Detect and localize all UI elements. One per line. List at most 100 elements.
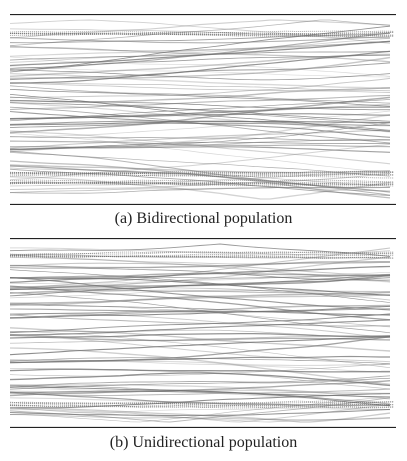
pedestrian-trajectory xyxy=(10,329,391,337)
pedestrian-trajectory xyxy=(10,368,391,373)
pedestrian-trajectory xyxy=(10,37,391,63)
pedestrian-trajectory xyxy=(10,110,391,138)
wall-band-trajectory xyxy=(10,254,395,259)
pedestrian-trajectory xyxy=(10,336,391,363)
pedestrian-trajectory xyxy=(10,54,391,69)
pedestrian-trajectory xyxy=(10,168,391,196)
pedestrian-trajectory xyxy=(10,314,391,327)
pedestrian-trajectory xyxy=(10,77,391,99)
pedestrian-trajectory xyxy=(10,305,391,319)
pedestrian-trajectory xyxy=(10,414,391,421)
pedestrian-trajectory xyxy=(10,294,391,307)
pedestrian-trajectory xyxy=(10,277,391,294)
pedestrian-trajectory xyxy=(10,120,391,126)
wall-band-trajectory xyxy=(10,404,395,409)
pedestrian-trajectory xyxy=(10,347,391,385)
pedestrian-trajectory xyxy=(10,256,391,265)
pedestrian-trajectory xyxy=(10,407,391,423)
pedestrian-trajectory xyxy=(10,261,390,269)
pedestrian-trajectory xyxy=(10,277,391,311)
pedestrian-trajectory xyxy=(10,386,391,407)
pedestrian-trajectory xyxy=(10,272,391,279)
pedestrian-trajectory xyxy=(10,62,391,81)
pedestrian-trajectory xyxy=(10,106,391,120)
trajectory-plot-bidirectional xyxy=(10,14,396,205)
pedestrian-trajectory xyxy=(10,274,391,291)
wall-band-trajectory xyxy=(10,253,395,258)
pedestrian-trajectory xyxy=(10,292,391,334)
pedestrian-trajectory xyxy=(10,308,391,316)
pedestrian-trajectory xyxy=(10,106,391,144)
pedestrian-trajectory xyxy=(10,408,391,416)
pedestrian-trajectory xyxy=(10,253,390,259)
pedestrian-trajectory xyxy=(10,50,391,84)
pedestrian-trajectory xyxy=(10,94,391,132)
wall-band-trajectory xyxy=(10,405,395,409)
pedestrian-trajectory xyxy=(10,267,391,281)
wall-band-trajectory xyxy=(10,181,395,186)
pedestrian-trajectory xyxy=(10,396,391,423)
pedestrian-trajectory xyxy=(10,363,391,377)
pedestrian-trajectory xyxy=(10,285,391,321)
pedestrian-trajectory xyxy=(10,388,391,397)
pedestrian-trajectory xyxy=(10,393,391,409)
pedestrian-trajectory xyxy=(10,269,391,303)
pedestrian-trajectory xyxy=(10,313,391,339)
pedestrian-trajectory xyxy=(10,133,391,174)
pedestrian-trajectory xyxy=(10,56,391,80)
pedestrian-trajectory xyxy=(10,286,391,301)
pedestrian-trajectory xyxy=(10,56,391,77)
pedestrian-trajectory xyxy=(10,389,391,395)
pedestrian-trajectory xyxy=(10,334,391,363)
pedestrian-trajectory xyxy=(10,391,391,406)
pedestrian-trajectory xyxy=(10,40,391,52)
pedestrian-trajectory xyxy=(10,19,391,44)
pedestrian-trajectory xyxy=(10,243,391,257)
pedestrian-trajectory xyxy=(10,72,391,90)
trajectory-panel-unidirectional xyxy=(10,238,396,428)
pedestrian-trajectory xyxy=(10,277,391,296)
pedestrian-trajectory xyxy=(10,140,391,148)
pedestrian-trajectory xyxy=(10,69,391,81)
pedestrian-trajectory xyxy=(10,372,391,387)
pedestrian-trajectory xyxy=(10,186,391,194)
pedestrian-trajectory xyxy=(10,333,391,342)
pedestrian-trajectory xyxy=(10,332,391,339)
wall-band-trajectory xyxy=(10,403,394,407)
pedestrian-trajectory xyxy=(10,101,391,133)
pedestrian-trajectory xyxy=(10,141,391,151)
pedestrian-trajectory xyxy=(10,384,391,400)
caption-unidirectional: (b) Unidirectional population xyxy=(109,434,298,451)
pedestrian-trajectory xyxy=(10,129,391,149)
pedestrian-trajectory xyxy=(10,319,391,336)
pedestrian-trajectory xyxy=(10,380,391,397)
wall-band-trajectory xyxy=(10,30,395,37)
pedestrian-trajectory xyxy=(10,146,391,153)
pedestrian-trajectory xyxy=(10,85,391,104)
trajectory-plot-unidirectional xyxy=(10,238,396,428)
pedestrian-trajectory xyxy=(10,256,391,289)
pedestrian-trajectory xyxy=(10,308,391,316)
pedestrian-trajectory xyxy=(10,50,391,61)
pedestrian-trajectory xyxy=(10,273,391,279)
pedestrian-trajectory xyxy=(10,32,391,71)
pedestrian-trajectory xyxy=(10,28,391,39)
pedestrian-trajectory xyxy=(10,136,390,141)
pedestrian-trajectory xyxy=(10,94,391,111)
pedestrian-trajectory xyxy=(10,164,391,174)
pedestrian-trajectory xyxy=(10,96,391,126)
pedestrian-trajectory xyxy=(10,96,391,134)
pedestrian-trajectory xyxy=(10,358,391,374)
pedestrian-trajectory xyxy=(10,262,391,278)
pedestrian-trajectory xyxy=(10,408,391,417)
pedestrian-trajectory xyxy=(10,88,391,107)
pedestrian-trajectory xyxy=(10,150,391,196)
pedestrian-trajectory xyxy=(10,32,391,44)
pedestrian-trajectory xyxy=(10,19,391,47)
pedestrian-trajectory xyxy=(10,291,391,305)
pedestrian-trajectory xyxy=(10,36,391,44)
pedestrian-trajectory xyxy=(10,253,391,283)
caption-bidirectional: (a) Bidirectional population xyxy=(114,210,293,227)
wall-band-trajectory xyxy=(10,172,395,177)
pedestrian-trajectory xyxy=(10,247,391,256)
